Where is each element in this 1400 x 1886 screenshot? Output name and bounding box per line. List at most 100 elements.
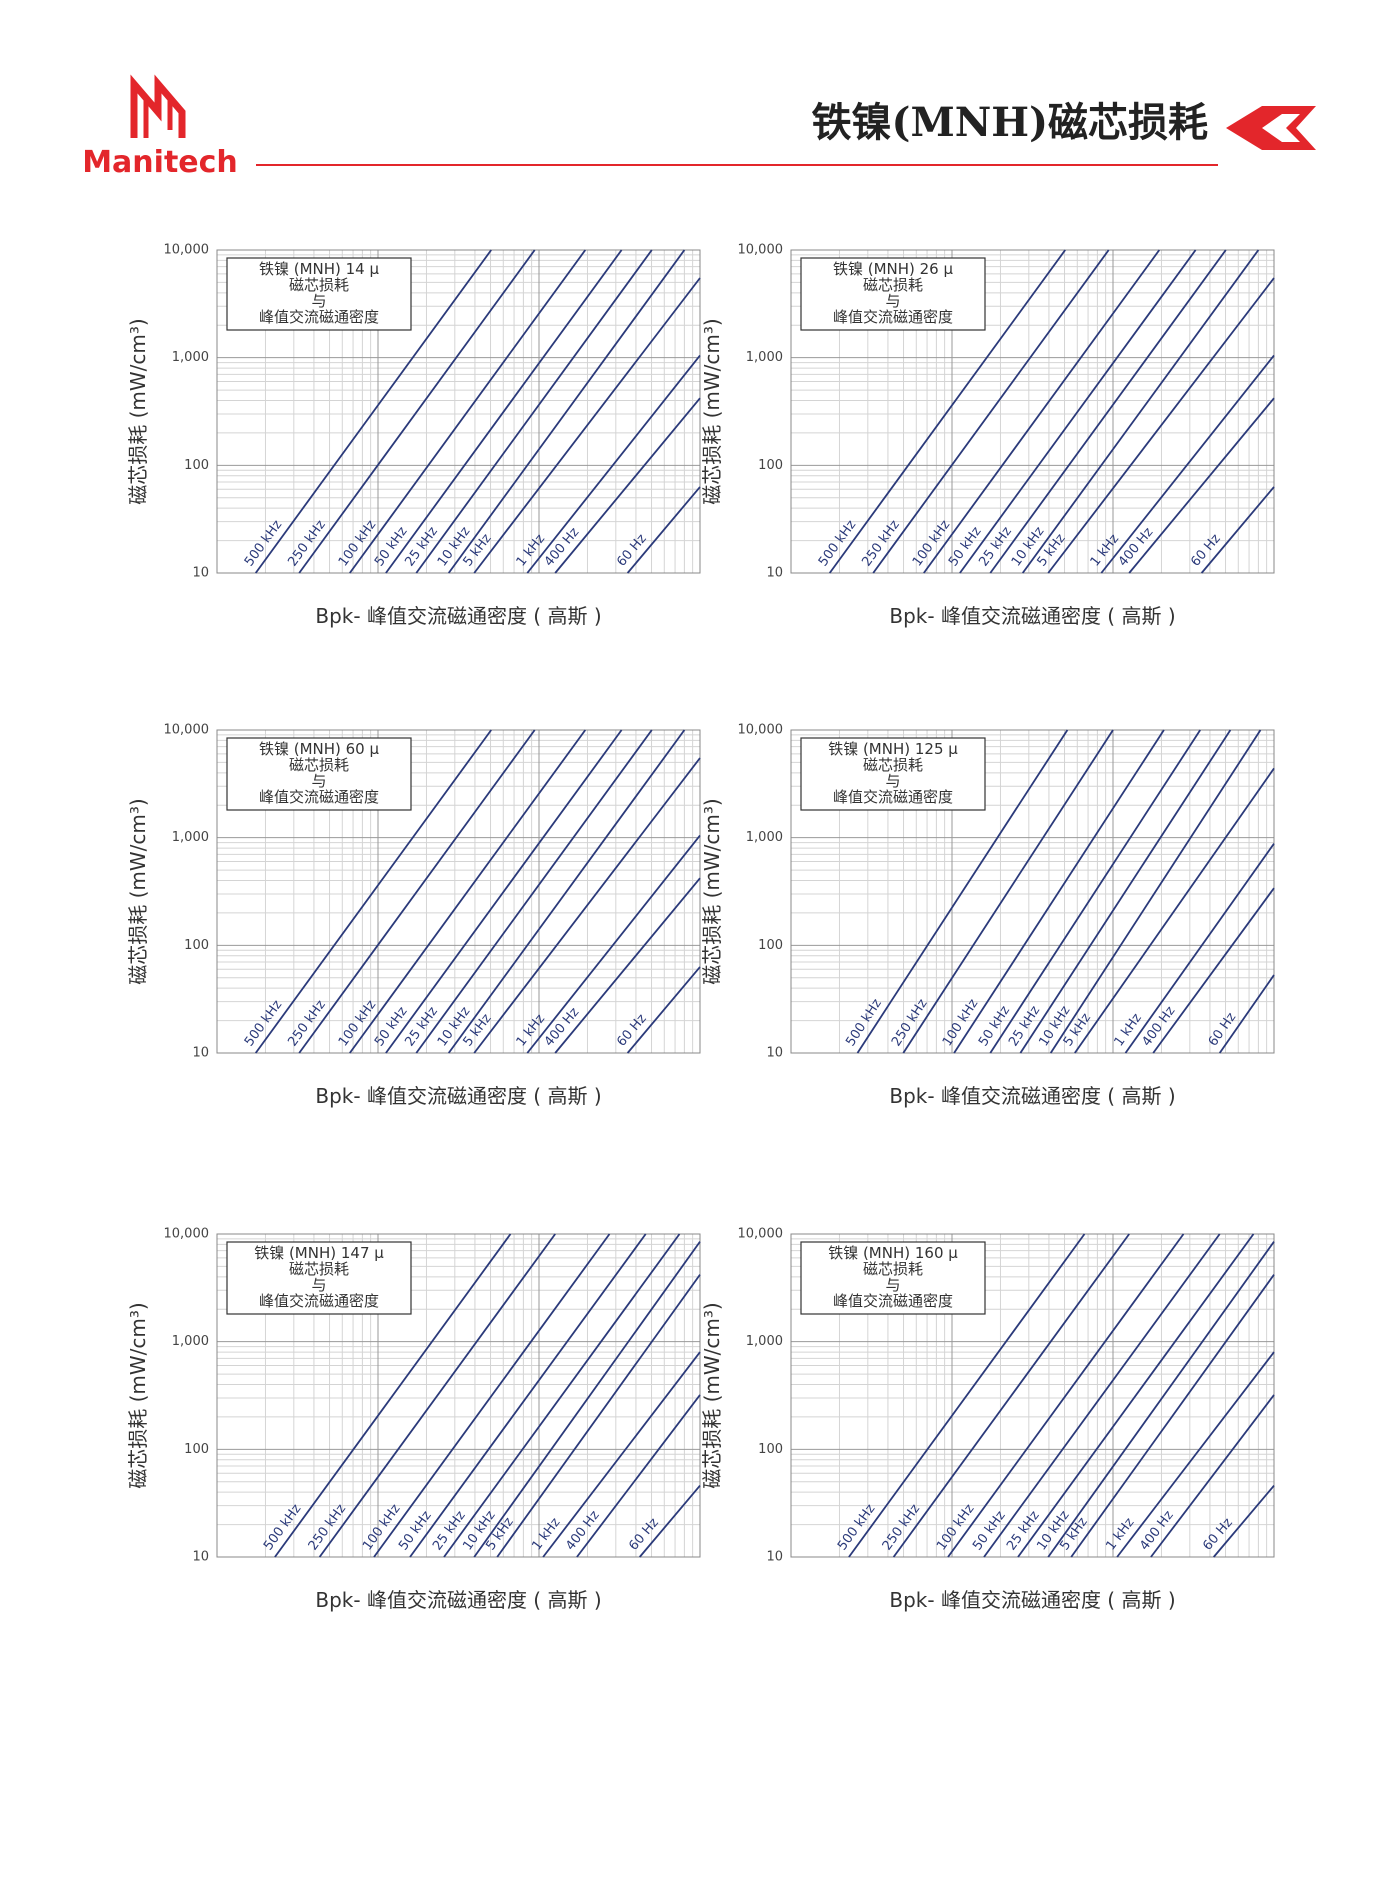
series-line bbox=[1124, 843, 1275, 1054]
series-line bbox=[902, 729, 1114, 1054]
series-line bbox=[443, 1233, 681, 1558]
plot-frame bbox=[790, 249, 1275, 574]
series-line bbox=[447, 249, 686, 574]
series-label: 60 Hz bbox=[626, 1515, 662, 1553]
series-line bbox=[542, 1351, 701, 1558]
chart: 10 100 1,000 10,000 铁镍 (MNH) 14 µ磁芯损耗与峰值交流磁通… bbox=[126, 243, 701, 628]
y-tick-label: 10,000 bbox=[164, 243, 210, 258]
series-line bbox=[415, 729, 653, 1054]
logo bbox=[130, 74, 186, 138]
series-line bbox=[1100, 354, 1275, 574]
y-tick-label: 100 bbox=[758, 458, 783, 473]
y-axis-label: 磁芯损耗 (mW/cm³) bbox=[700, 318, 724, 504]
title-box bbox=[800, 1241, 986, 1315]
title-box bbox=[800, 737, 986, 811]
box-title-line: 铁镍 (MNH) 125 µ bbox=[828, 740, 958, 758]
series-label: 60 Hz bbox=[614, 1011, 650, 1049]
y-tick-label: 1,000 bbox=[746, 350, 783, 365]
series-line bbox=[385, 729, 623, 1054]
series-line bbox=[576, 1394, 701, 1558]
series-label: 60 Hz bbox=[614, 531, 650, 569]
series-line bbox=[989, 729, 1201, 1054]
y-tick-label: 1,000 bbox=[746, 1334, 783, 1349]
series-line bbox=[1128, 397, 1275, 574]
box-title-line: 铁镍 (MNH) 160 µ bbox=[828, 1244, 958, 1262]
series-line bbox=[1047, 1241, 1275, 1558]
x-axis-label: Bpk- 峰值交流磁通密度 ( 高斯 ) bbox=[315, 1084, 601, 1108]
y-axis-label: 磁芯损耗 (mW/cm³) bbox=[700, 1302, 724, 1488]
x-axis-label: Bpk- 峰值交流磁通密度 ( 高斯 ) bbox=[889, 604, 1175, 628]
series-line bbox=[1074, 767, 1275, 1054]
series-line bbox=[526, 354, 701, 574]
series-line bbox=[959, 249, 1197, 574]
brand: Manitech bbox=[82, 145, 238, 180]
series-line bbox=[473, 757, 701, 1054]
series-label: 1 kHz bbox=[514, 531, 549, 569]
series-line bbox=[1200, 486, 1275, 574]
series-line bbox=[473, 277, 701, 574]
x-axis-label: Bpk- 峰值交流磁通密度 ( 高斯 ) bbox=[889, 1084, 1175, 1108]
y-axis-label: 磁芯损耗 (mW/cm³) bbox=[126, 318, 150, 504]
box-title-line: 峰值交流磁通密度 bbox=[259, 1292, 379, 1310]
x-axis-label: Bpk- 峰值交流磁通密度 ( 高斯 ) bbox=[315, 1588, 601, 1612]
series-line bbox=[639, 1485, 701, 1558]
series-line bbox=[274, 1233, 512, 1558]
y-tick-label: 10,000 bbox=[738, 243, 784, 258]
series-line bbox=[473, 1241, 701, 1558]
series-line bbox=[496, 1274, 701, 1558]
y-tick-label: 10 bbox=[192, 1550, 209, 1565]
series-label: 1 kHz bbox=[529, 1515, 563, 1553]
y-axis-label: 磁芯损耗 (mW/cm³) bbox=[700, 798, 724, 984]
y-tick-label: 1,000 bbox=[172, 1334, 209, 1349]
series-line bbox=[856, 729, 1069, 1054]
series-line bbox=[923, 249, 1161, 574]
y-tick-label: 10,000 bbox=[164, 1227, 210, 1242]
box-title-line: 与 bbox=[885, 1276, 900, 1294]
title-box bbox=[800, 257, 986, 331]
series-label: 60 Hz bbox=[1188, 531, 1224, 569]
series-line bbox=[349, 249, 587, 574]
chart: 10 100 1,000 10,000 铁镍 (MNH) 160 µ磁芯损耗与峰值交流磁… bbox=[700, 1227, 1275, 1612]
box-title-line: 与 bbox=[311, 292, 326, 310]
box-title-line: 磁芯损耗 bbox=[863, 756, 923, 774]
series-line bbox=[1017, 1233, 1255, 1558]
series-label: 60 Hz bbox=[1206, 1010, 1240, 1049]
series-line bbox=[415, 249, 653, 574]
y-tick-label: 100 bbox=[184, 1442, 209, 1457]
chart: 10 100 1,000 10,000 铁镍 (MNH) 60 µ磁芯损耗与峰值交流磁通… bbox=[126, 723, 701, 1108]
series-line bbox=[373, 1233, 611, 1558]
chevron-inner bbox=[1262, 114, 1300, 142]
series-label: 1 kHz bbox=[514, 1011, 549, 1049]
series-line bbox=[1049, 729, 1262, 1054]
series-line bbox=[385, 249, 623, 574]
series-line bbox=[554, 397, 701, 574]
series-line bbox=[1019, 729, 1232, 1054]
series-line bbox=[848, 1233, 1086, 1558]
y-tick-label: 10 bbox=[192, 1046, 209, 1061]
y-tick-label: 10,000 bbox=[164, 723, 210, 738]
series-line bbox=[989, 249, 1227, 574]
box-title-line: 铁镍 (MNH) 147 µ bbox=[254, 1244, 384, 1262]
box-title-line: 铁镍 (MNH) 26 µ bbox=[833, 260, 954, 278]
series-line bbox=[953, 729, 1165, 1054]
title-box bbox=[226, 737, 412, 811]
chart: 10 100 1,000 10,000 铁镍 (MNH) 26 µ磁芯损耗与峰值交流磁通… bbox=[700, 243, 1275, 628]
box-title-line: 与 bbox=[311, 1276, 326, 1294]
y-tick-label: 100 bbox=[758, 938, 783, 953]
chart: 10 100 1,000 10,000 铁镍 (MNH) 147 µ磁芯损耗与峰值交流磁… bbox=[126, 1227, 701, 1612]
box-title-line: 峰值交流磁通密度 bbox=[833, 1292, 953, 1310]
series-line bbox=[892, 1233, 1130, 1558]
series-label: 1 kHz bbox=[1103, 1515, 1137, 1553]
box-title-line: 磁芯损耗 bbox=[289, 756, 349, 774]
series-line bbox=[318, 1233, 556, 1558]
series-line bbox=[1021, 249, 1260, 574]
title-box bbox=[226, 1241, 412, 1315]
series-line bbox=[1213, 1485, 1275, 1558]
series-line bbox=[554, 877, 701, 1054]
box-title-line: 与 bbox=[885, 772, 900, 790]
y-axis-label: 磁芯损耗 (mW/cm³) bbox=[126, 798, 150, 984]
series-label: 1 kHz bbox=[1088, 531, 1123, 569]
box-title-line: 磁芯损耗 bbox=[289, 1260, 349, 1278]
box-title-line: 与 bbox=[885, 292, 900, 310]
